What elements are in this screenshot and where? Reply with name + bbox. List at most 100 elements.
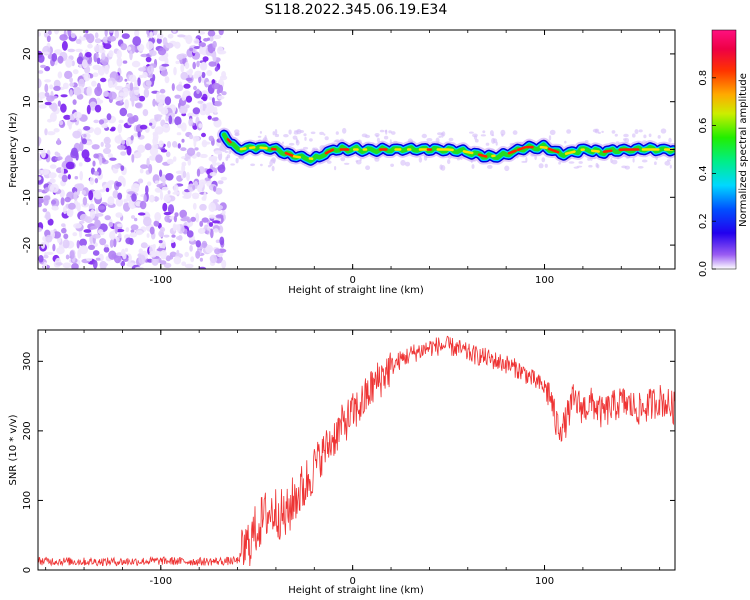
noise-speckle	[49, 84, 54, 90]
noise-speckle	[162, 37, 168, 46]
noise-speckle	[94, 32, 99, 39]
noise-speckle	[47, 218, 54, 226]
noise-speckle	[202, 141, 211, 145]
spectrogram-x-label: Height of straight line (km)	[288, 285, 424, 296]
ridge-halo-speck	[632, 133, 636, 138]
noise-speckle	[116, 49, 122, 60]
spectrogram-x-tick-label-0: -100	[149, 275, 172, 286]
ridge-halo-speck	[224, 150, 229, 154]
noise-speckle	[137, 212, 146, 216]
noise-speckle	[152, 133, 159, 141]
noise-speckle	[87, 43, 93, 49]
noise-speckle	[138, 95, 146, 102]
noise-speckle	[207, 103, 215, 112]
ridge-halo-speck	[293, 131, 299, 135]
noise-speckle	[92, 233, 101, 239]
noise-speckle	[68, 202, 76, 210]
noise-speckle	[130, 224, 139, 231]
noise-speckle	[196, 151, 201, 158]
noise-speckle	[178, 105, 188, 114]
noise-speckle	[78, 220, 85, 224]
snr-y-label: SNR (10 * v/v)	[8, 414, 19, 485]
noise-speckle	[54, 151, 59, 156]
noise-speckle	[152, 74, 156, 82]
noise-speckle	[195, 250, 201, 259]
spectrogram-y-ticks: -20 -10 0 10 20	[22, 48, 675, 253]
noise-speckle	[181, 138, 185, 143]
noise-speckle	[193, 46, 201, 49]
frequency-ridge	[217, 127, 675, 168]
noise-speckle	[99, 238, 107, 246]
ridge-halo-speck	[324, 136, 329, 141]
ridge-halo-speck	[634, 129, 639, 135]
noise-speckle	[186, 218, 192, 223]
noise-speckle	[51, 199, 57, 205]
noise-speckle	[156, 33, 164, 40]
noise-speckle	[145, 213, 151, 218]
noise-speckle	[103, 246, 110, 253]
noise-speckle	[138, 74, 144, 79]
noise-speckle	[211, 82, 221, 90]
noise-speckle	[79, 245, 89, 255]
ridge-halo-speck	[295, 138, 299, 144]
noise-speckle	[212, 51, 217, 60]
noise-speckle	[53, 79, 61, 89]
noise-speckle	[165, 42, 174, 49]
noise-speckle	[189, 245, 193, 252]
noise-speckle	[157, 47, 167, 56]
noise-speckle	[77, 248, 82, 259]
noise-speckle	[187, 159, 192, 166]
spectrogram-y-tick-label-4: 20	[22, 48, 33, 61]
noise-speckle	[219, 236, 225, 246]
noise-speckle	[103, 147, 111, 155]
noise-speckle	[120, 248, 126, 257]
noise-speckle	[118, 233, 122, 239]
ridge-halo-speck	[335, 131, 339, 135]
ridge-halo-speck	[323, 133, 326, 136]
colorbar-ticks: 0.0 0.2 0.4 0.6 0.8	[698, 70, 716, 277]
noise-speckle	[91, 144, 100, 150]
noise-speckle	[145, 56, 152, 63]
noise-speckle	[92, 72, 99, 77]
noise-speckle	[131, 60, 141, 68]
noise-speckle	[186, 147, 196, 156]
noise-speckle	[143, 216, 152, 227]
spectrogram-y-tick-label-1: -10	[22, 189, 33, 205]
colorbar-tick-label-1: 0.2	[698, 213, 709, 229]
ridge-halo-speck	[421, 133, 427, 139]
noise-speckle	[199, 203, 207, 211]
noise-speckle	[145, 185, 149, 195]
noise-speckle	[135, 151, 142, 158]
ridge-halo-speck	[621, 165, 627, 169]
noise-speckle	[86, 86, 93, 97]
noise-speckle	[114, 97, 123, 101]
noise-speckle	[116, 57, 123, 67]
noise-speckle	[201, 62, 207, 70]
ridge-halo-speck	[491, 137, 496, 144]
ridge-core	[446, 148, 454, 152]
noise-speckle	[76, 56, 84, 65]
noise-speckle	[126, 113, 133, 118]
noise-speckle	[40, 64, 47, 69]
noise-speckle	[172, 30, 177, 33]
noise-speckle	[152, 98, 156, 107]
noise-speckle	[149, 194, 155, 203]
noise-speckle	[60, 166, 64, 175]
noise-speckle	[98, 205, 105, 210]
noise-speckle	[92, 250, 100, 256]
noise-speckle	[181, 94, 186, 101]
noise-speckle	[108, 30, 115, 33]
snr-series	[38, 335, 675, 567]
noise-speckle	[103, 136, 111, 145]
noise-speckle	[173, 66, 177, 76]
ridge-halo-speck	[288, 142, 295, 146]
noise-speckle	[107, 180, 116, 185]
noise-speckle	[105, 187, 110, 193]
noise-speckle	[163, 195, 171, 203]
ridge-halo-speck	[271, 165, 275, 172]
noise-speckle	[198, 266, 207, 269]
noise-speckle	[60, 197, 65, 206]
ridge-halo-speck	[660, 128, 667, 134]
noise-speckle	[83, 134, 87, 138]
noise-speckle	[48, 172, 57, 179]
